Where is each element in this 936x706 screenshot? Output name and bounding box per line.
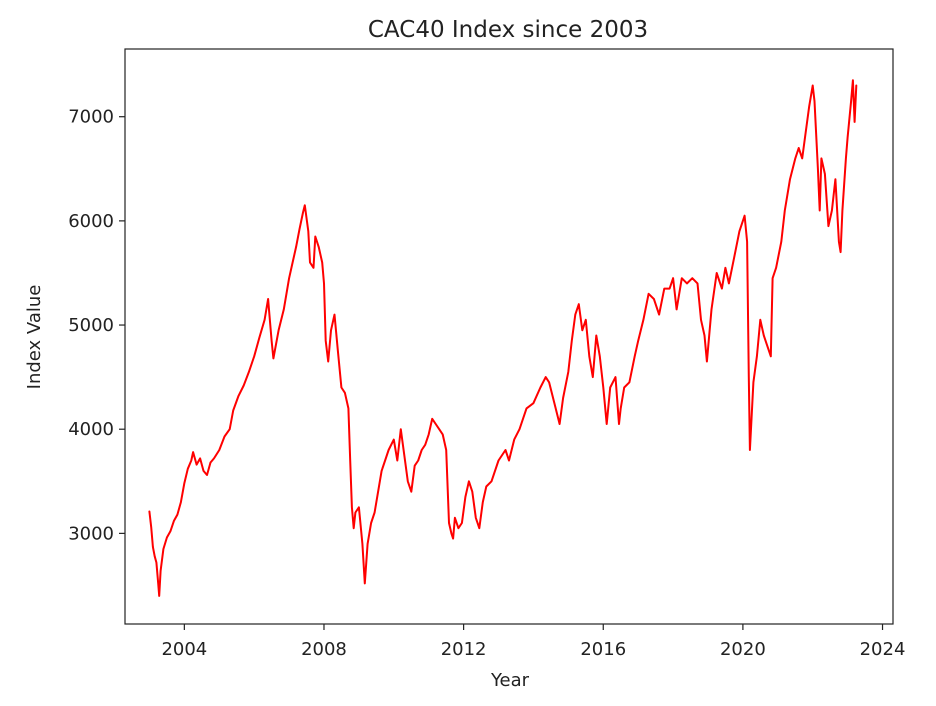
x-tick-label: 2008 [301,639,347,660]
x-tick-label: 2024 [860,639,906,660]
y-tick-label: 6000 [68,211,114,232]
x-axis-label: Year [490,670,530,691]
y-tick-label: 3000 [68,523,114,544]
y-tick-label: 7000 [68,107,114,128]
plot-area [124,48,894,625]
y-tick-label: 5000 [68,315,114,336]
y-axis: 3000 4000 5000 6000 7000 [68,107,125,544]
y-axis-label: Index Value [24,285,45,390]
x-tick-label: 2004 [161,639,207,660]
chart-title: CAC40 Index since 2003 [368,17,648,43]
x-tick-label: 2012 [441,639,487,660]
cac40-series-line [148,79,858,597]
y-tick-label: 4000 [68,419,114,440]
x-axis: 2004 2008 2012 2016 2020 2024 [161,624,905,660]
x-tick-label: 2020 [720,639,766,660]
x-tick-label: 2016 [580,639,626,660]
